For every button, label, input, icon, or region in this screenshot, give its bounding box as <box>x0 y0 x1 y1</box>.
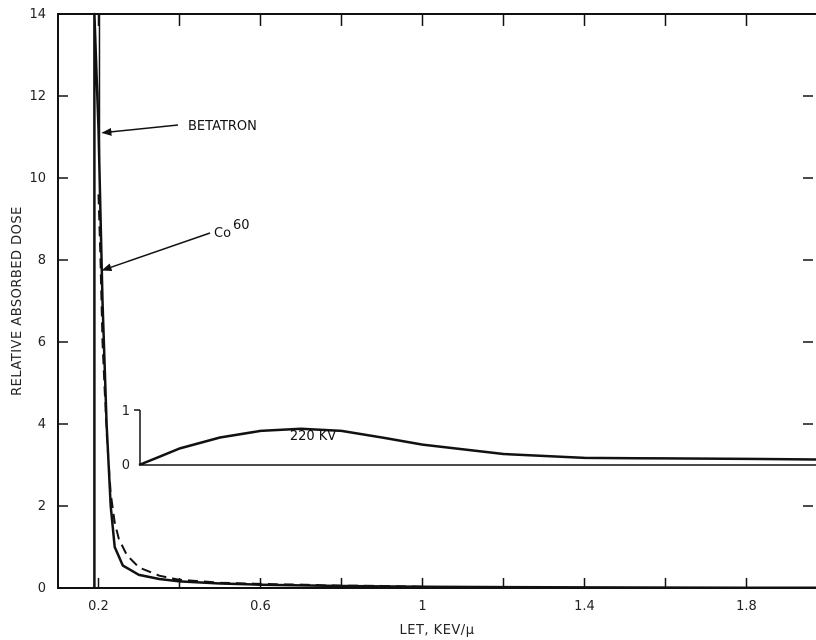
y-tick-label: 8 <box>38 253 46 268</box>
y-axis-title: RELATIVE ABSORBED DOSE <box>10 206 25 396</box>
x-tick-label: 1.8 <box>736 599 757 614</box>
x-tick-label: 1.4 <box>574 599 595 614</box>
y-tick-label: 6 <box>38 335 46 350</box>
inset-plot: 1 0 220 KV <box>122 404 816 473</box>
annotation-betatron: BETATRON <box>188 119 257 134</box>
series-line-0 <box>93 12 816 590</box>
x-tick-label: 0.6 <box>250 599 271 614</box>
inset-tick-label: 0 <box>122 458 130 473</box>
y-tick-label: 14 <box>29 7 46 22</box>
y-tick-label: 10 <box>29 171 46 186</box>
x-axis-title: LET, KEV/μ <box>400 623 475 638</box>
annotation-co60: Co <box>214 226 231 241</box>
series-line-1 <box>97 194 423 588</box>
series-line-2 <box>138 427 816 467</box>
y-tick-label: 12 <box>29 89 46 104</box>
arrow-betatron <box>101 124 179 136</box>
y-tick-label: 4 <box>38 417 46 432</box>
x-axis: 0.2 0.6 1 1.4 1.8 <box>88 14 757 614</box>
arrow-co60 <box>101 232 211 272</box>
inset-label: 220 KV <box>290 429 336 444</box>
y-tick-label: 2 <box>38 499 46 514</box>
x-tick-label: 1 <box>418 599 426 614</box>
inset-tick-label: 1 <box>122 404 130 419</box>
annotation-co60-superscript: 60 <box>233 218 250 233</box>
y-tick-label: 0 <box>38 581 46 596</box>
plot-frame <box>57 13 816 589</box>
series-lines <box>93 12 816 590</box>
x-tick-label: 0.2 <box>88 599 109 614</box>
